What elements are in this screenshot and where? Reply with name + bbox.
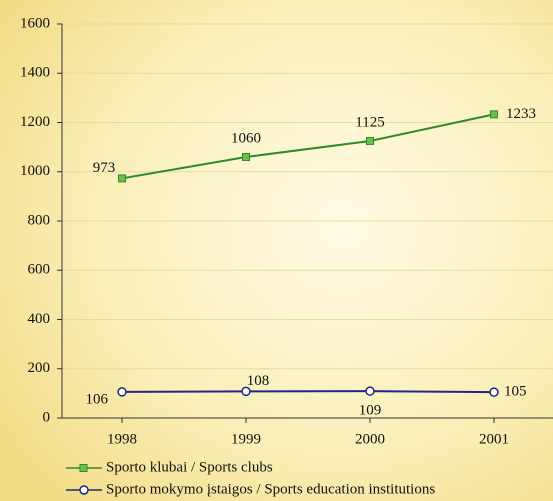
x-tick-label: 2000 [355, 431, 385, 447]
x-tick-label: 1998 [107, 431, 137, 447]
series-line [121, 390, 495, 394]
point [490, 110, 498, 119]
data-label: 973 [93, 160, 116, 176]
point [241, 386, 251, 397]
data-label: 108 [247, 373, 270, 389]
y-tick-label: 1000 [20, 163, 50, 179]
data-label: 109 [359, 403, 382, 419]
point [365, 386, 375, 396]
y-tick-label: 600 [28, 262, 51, 278]
legend-marker [79, 464, 88, 472]
point [242, 152, 250, 161]
point [118, 174, 126, 183]
legend-label: Sporto klubai / Sports clubs [106, 459, 273, 475]
y-tick-label: 200 [28, 360, 51, 376]
data-label: 105 [504, 384, 527, 400]
x-tick-label: 2001 [479, 431, 509, 447]
y-tick-label: 1600 [20, 15, 50, 31]
series-line [121, 113, 495, 180]
y-tick-label: 1200 [20, 114, 50, 130]
data-label: 1233 [506, 106, 536, 122]
point [366, 136, 374, 145]
point [117, 387, 127, 397]
x-tick-label: 1999 [231, 431, 261, 447]
y-tick-label: 800 [28, 212, 51, 228]
y-tick-label: 1400 [20, 65, 50, 81]
legend-label: Sporto mokymo įstaigos / Sports educatio… [106, 481, 435, 497]
point [489, 387, 499, 397]
data-label: 1125 [355, 114, 384, 130]
data-label: 106 [86, 391, 109, 407]
y-tick-label: 0 [43, 409, 51, 425]
y-tick-label: 400 [28, 311, 51, 327]
legend-marker [79, 485, 89, 495]
data-label: 1060 [231, 130, 261, 146]
